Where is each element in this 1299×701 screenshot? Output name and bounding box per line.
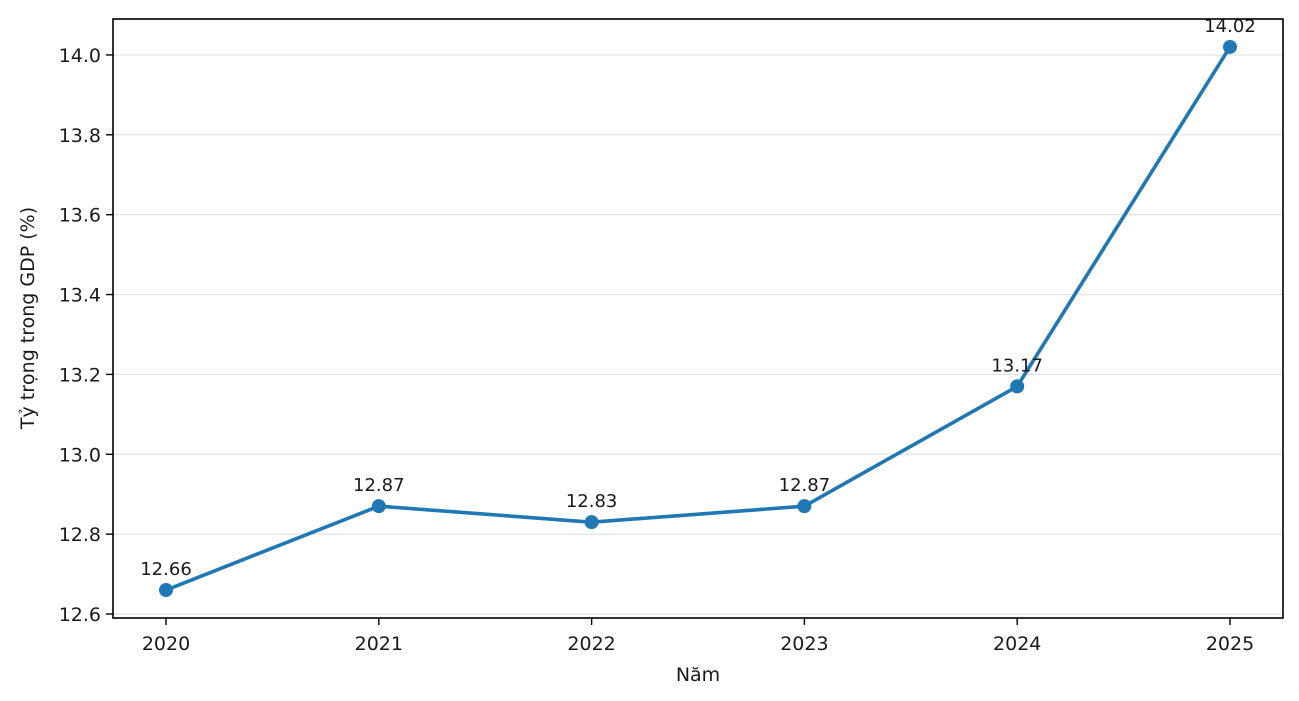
gridlines [113,54,1283,615]
x-tick-label: 2022 [567,633,615,655]
data-point [371,499,386,514]
x-tick-label: 2025 [1206,633,1254,655]
y-tick-label: 13.6 [59,205,101,227]
data-point [584,515,599,530]
y-axis-title: Tỷ trọng trong GDP (%) [17,207,39,430]
y-tick-label: 12.8 [59,524,101,546]
y-tick-label: 14.0 [59,45,101,67]
series-line [164,45,1232,592]
x-tick-label: 2023 [780,633,828,655]
data-label: 12.87 [779,475,831,496]
data-label: 14.02 [1204,16,1256,37]
x-tick-label: 2020 [142,633,190,655]
data-point [1223,39,1237,54]
data-point [1010,379,1025,394]
y-tick-label: 13.0 [59,444,101,466]
data-label: 12.87 [353,475,405,496]
x-tick-label: 2024 [993,633,1041,655]
series-layer: 12.66 12.87 12.83 12.87 13.17 14.02 [140,16,1256,598]
plot-frame [112,18,1284,619]
y-axis: 12.6 12.8 13.0 13.2 13.4 13.6 13.8 14.0 [59,45,113,626]
data-label: 12.66 [140,559,192,580]
data-point [797,499,812,514]
y-tick-label: 13.4 [59,285,101,307]
x-axis: 2020 2021 2022 2023 2024 2025 [142,618,1254,655]
y-tick-label: 13.2 [59,364,101,386]
y-tick-label: 13.8 [59,125,101,147]
y-tick-label: 12.6 [59,604,101,626]
x-tick-label: 2021 [355,633,403,655]
data-point [159,583,173,598]
data-label: 12.83 [566,491,618,512]
x-axis-title: Năm [676,664,720,686]
data-label: 13.17 [991,355,1043,376]
